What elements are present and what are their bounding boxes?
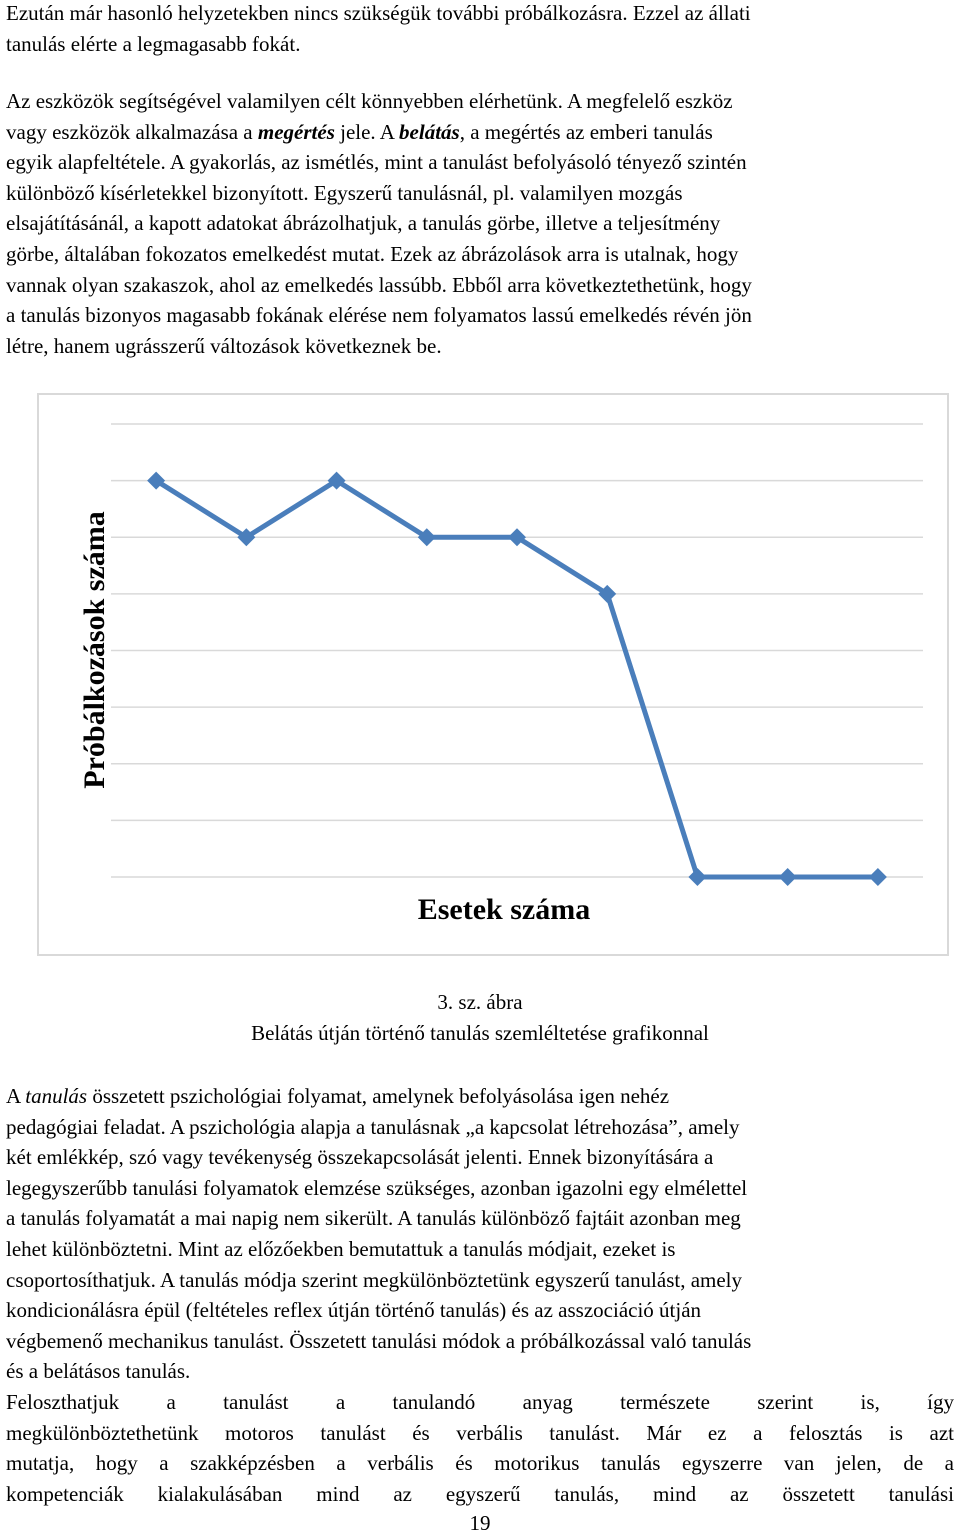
text-line: görbe, általában fokozatos emelkedést mu… bbox=[6, 241, 739, 266]
learning-curve-chart: Próbálkozások száma Esetek száma bbox=[37, 393, 949, 956]
figure-number: 3. sz. ábra bbox=[437, 990, 523, 1014]
text-line: csoportosíthatjuk. A tanulás módja szeri… bbox=[6, 1267, 743, 1292]
text-line: létre, hanem ugrásszerű változások követ… bbox=[6, 333, 442, 358]
data-point bbox=[688, 868, 707, 886]
text-line: egyik alapfeltétele. A gyakorlás, az ism… bbox=[6, 150, 747, 175]
paragraph-tools-insight: Az eszközök segítségével valamilyen célt… bbox=[6, 86, 954, 361]
y-axis-label: Próbálkozások száma bbox=[78, 511, 111, 789]
text-run: , a megértés az emberi tanulás bbox=[459, 119, 713, 144]
paragraph-motor-verbal: Feloszthatjuk a tanulást a tanulandó any… bbox=[6, 1387, 954, 1509]
text-line: végbemenő mechanikus tanulást. Összetett… bbox=[6, 1328, 752, 1353]
text-line: kondicionálásra épül (feltételes reflex … bbox=[6, 1298, 702, 1323]
data-point bbox=[147, 471, 166, 490]
text-line: a tanulás folyamatát a mai napig nem sik… bbox=[6, 1206, 741, 1231]
figure-caption: Belátás útján történő tanulás szemléltet… bbox=[251, 1021, 709, 1045]
text-line: elsajátításánál, a kapott adatokat ábráz… bbox=[6, 211, 721, 236]
text-line: Feloszthatjuk a tanulást a tanulandó any… bbox=[6, 1390, 954, 1414]
text-line: két emlékkép, szó vagy tevékenység össze… bbox=[6, 1145, 714, 1170]
text-line: lehet különböztetni. Mint az előzőekben … bbox=[6, 1236, 676, 1261]
text-run: vagy eszközök alkalmazása a bbox=[6, 119, 258, 144]
data-point bbox=[868, 868, 887, 886]
emphasis-megertes: megértés bbox=[257, 119, 335, 144]
paragraph-learning-types: A tanulás összetett pszichológiai folyam… bbox=[6, 1081, 954, 1387]
text-line: tanulás elérte a legmagasabb fokát. bbox=[6, 31, 301, 56]
text-line: kompetenciák kialakulásában mind az egys… bbox=[6, 1481, 954, 1506]
data-point bbox=[508, 528, 526, 547]
x-axis-label: Esetek száma bbox=[418, 893, 590, 926]
text-line: Az eszközök segítségével valamilyen célt… bbox=[6, 89, 733, 113]
text-run: A bbox=[6, 1084, 26, 1108]
page-number: 19 bbox=[469, 1511, 491, 1535]
text-line: vannak olyan szakaszok, ahol az emelkedé… bbox=[6, 272, 752, 297]
series-1 bbox=[147, 471, 887, 886]
text-line: megkülönböztethetünk motoros tanulást és… bbox=[6, 1420, 954, 1445]
emphasis-tanulas: tanulás bbox=[25, 1084, 88, 1108]
data-point bbox=[778, 868, 797, 886]
text-line: pedagógiai feladat. A pszichológia alapj… bbox=[6, 1114, 740, 1139]
text-run: jele. A bbox=[334, 119, 400, 144]
gridlines bbox=[111, 423, 923, 878]
data-point bbox=[237, 528, 256, 547]
data-point bbox=[598, 584, 617, 603]
paragraph-intro: Ezután már hasonló helyzetekben nincs sz… bbox=[6, 0, 954, 59]
text-line: Ezután már hasonló helyzetekben nincs sz… bbox=[6, 1, 751, 25]
emphasis-belatas: belátás bbox=[399, 119, 460, 144]
data-point bbox=[417, 528, 436, 547]
text-line: a tanulás bizonyos magasabb fokának elér… bbox=[6, 303, 752, 328]
text-line: és a belátásos tanulás. bbox=[6, 1359, 191, 1384]
chart-svg: Próbálkozások száma Esetek száma bbox=[78, 423, 923, 926]
text-line: mutatja, hogy a szakképzésben a verbális… bbox=[6, 1451, 954, 1476]
text-line: legegyszerűbb tanulási folyamatok elemzé… bbox=[6, 1175, 748, 1200]
text-run: összetett pszichológiai folyamat, amelyn… bbox=[87, 1084, 670, 1108]
data-point bbox=[327, 471, 346, 490]
text-line: különböző kísérletekkel bizonyított. Egy… bbox=[6, 180, 683, 205]
